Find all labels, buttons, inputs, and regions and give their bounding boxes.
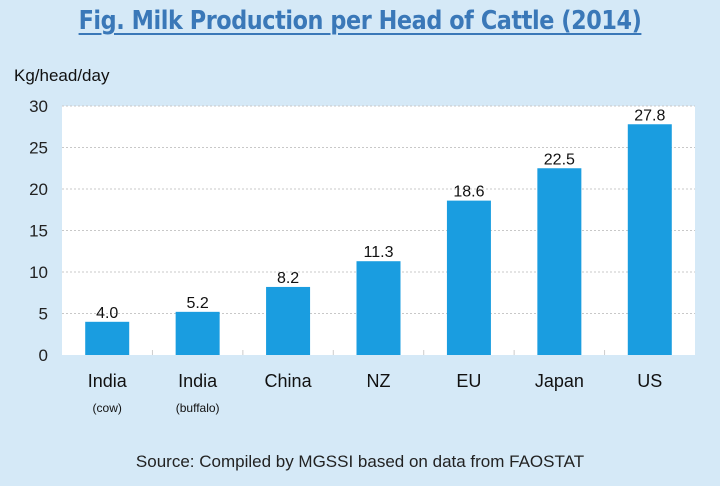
bar — [446, 200, 491, 355]
x-tick-sublabel: (cow) — [93, 401, 122, 415]
x-tick-label: NZ — [367, 371, 391, 391]
x-tick-label: Japan — [535, 371, 584, 391]
bar — [85, 321, 130, 355]
bar — [266, 286, 311, 355]
y-tick-label: 0 — [39, 346, 48, 365]
y-tick-label: 20 — [29, 180, 48, 199]
y-tick-label: 25 — [29, 139, 48, 158]
data-label: 8.2 — [277, 270, 299, 287]
y-axis-label: Kg/head/day — [14, 66, 110, 85]
chart-title: Fig. Milk Production per Head of Cattle … — [78, 6, 642, 36]
data-label: 5.2 — [187, 295, 209, 312]
data-label: 4.0 — [96, 305, 118, 322]
bar — [175, 311, 220, 355]
x-tick-label: EU — [456, 371, 481, 391]
x-tick-sublabel: (buffalo) — [176, 401, 220, 415]
y-tick-label: 5 — [39, 305, 48, 324]
data-label: 27.8 — [634, 107, 665, 124]
x-tick-label: US — [637, 371, 662, 391]
bar — [356, 261, 401, 355]
bar — [537, 168, 582, 355]
data-label: 18.6 — [453, 184, 484, 201]
source-note: Source: Compiled by MGSSI based on data … — [135, 452, 585, 471]
y-tick-label: 10 — [29, 263, 48, 282]
x-tick-label: India — [88, 371, 128, 391]
x-tick-label: India — [178, 371, 218, 391]
data-label: 11.3 — [364, 244, 394, 261]
x-tick-label: China — [265, 371, 313, 391]
data-label: 22.5 — [544, 151, 575, 168]
y-tick-label: 30 — [29, 97, 48, 116]
bar — [627, 124, 672, 355]
y-tick-label: 15 — [29, 222, 48, 241]
